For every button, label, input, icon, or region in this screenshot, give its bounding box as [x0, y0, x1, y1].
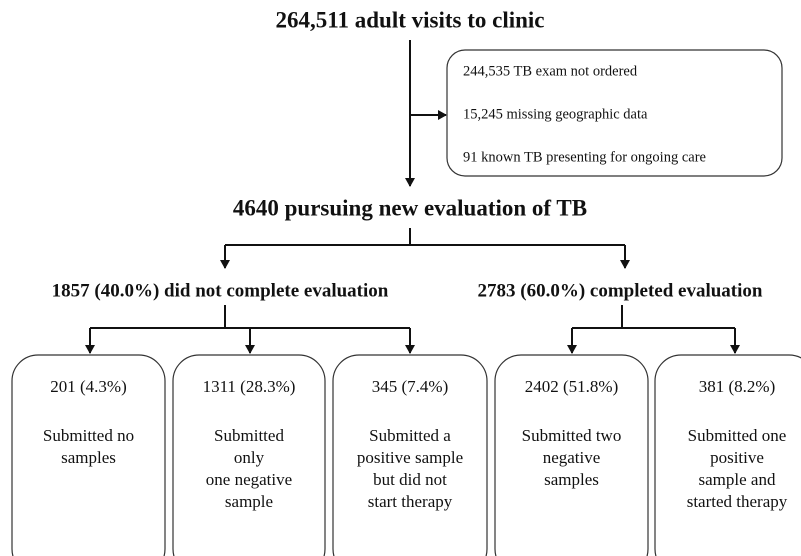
leaf-text: one negative: [206, 470, 292, 489]
leaf-text: samples: [61, 448, 116, 467]
leaf-count: 201 (4.3%): [50, 377, 126, 396]
exclusion: 91 known TB presenting for ongoing care: [463, 149, 706, 165]
leaf-box: [172, 354, 326, 556]
leaf-box: [654, 354, 801, 556]
leaf-count: 381 (8.2%): [699, 377, 775, 396]
exclusion: 15,245 missing geographic data: [463, 106, 648, 122]
connector: [225, 228, 625, 246]
leaf-text: samples: [544, 470, 599, 489]
leaf-text: positive sample: [357, 448, 463, 467]
leaf-text: Submitted a: [369, 426, 451, 445]
leaf-count: 345 (7.4%): [372, 377, 448, 396]
leaf-count: 1311 (28.3%): [203, 377, 296, 396]
pursuing: 4640 pursuing new evaluation of TB: [233, 195, 587, 220]
connector: [90, 305, 735, 329]
title: 264,511 adult visits to clinic: [276, 7, 545, 32]
leaf-text: Submitted no: [43, 426, 134, 445]
leaf-text: start therapy: [368, 492, 453, 511]
branch-label: 1857 (40.0%) did not complete evaluation: [52, 280, 389, 301]
leaf-box: [332, 354, 488, 556]
leaf-text: only: [234, 448, 265, 467]
leaf-text: negative: [543, 448, 601, 467]
branch-label: 2783 (60.0%) completed evaluation: [478, 280, 763, 301]
exclusion-box: [446, 49, 783, 177]
leaf-text: Submitted: [214, 426, 284, 445]
leaf-text: sample: [225, 492, 273, 511]
leaf-text: but did not: [373, 470, 447, 489]
leaf-box: [494, 354, 649, 556]
leaf-text: sample and: [699, 470, 776, 489]
leaf-text: started therapy: [687, 492, 788, 511]
leaf-text: Submitted one: [688, 426, 787, 445]
leaf-text: positive: [710, 448, 764, 467]
exclusion: 244,535 TB exam not ordered: [463, 63, 638, 79]
leaf-text: Submitted two: [522, 426, 622, 445]
leaf-box: [11, 354, 166, 556]
leaf-count: 2402 (51.8%): [525, 377, 618, 396]
